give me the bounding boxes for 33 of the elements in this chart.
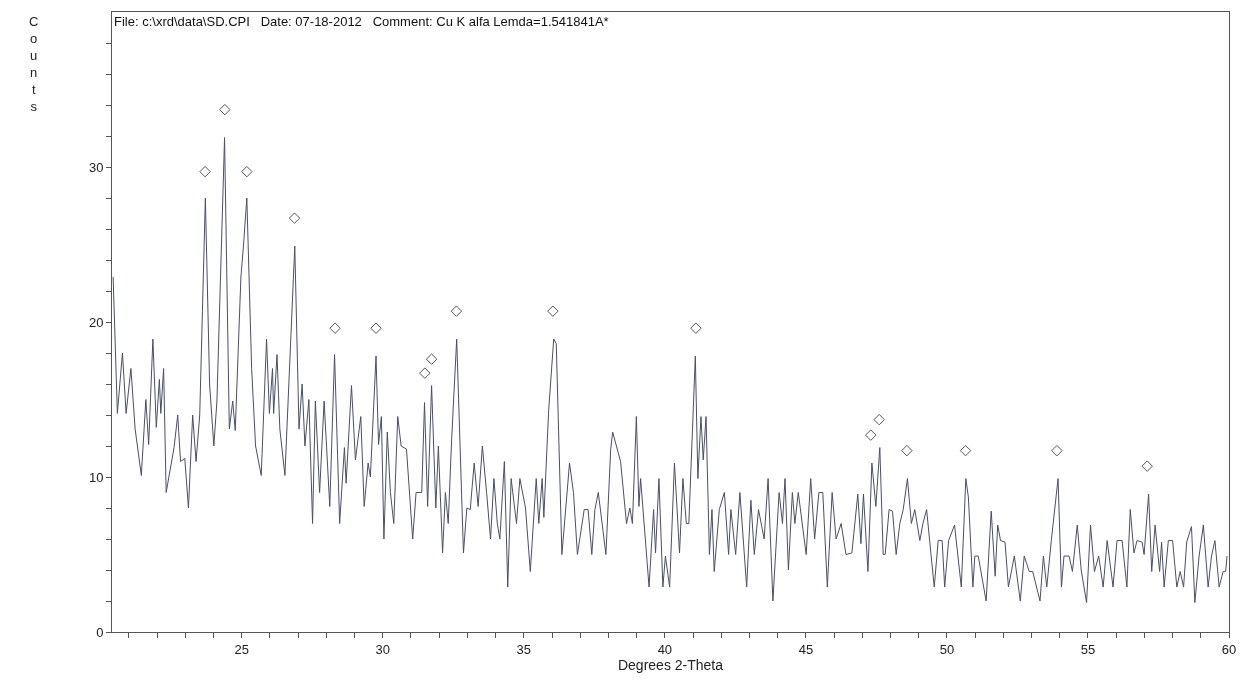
point	[288, 212, 301, 224]
y-tick-label: 30	[88, 159, 104, 175]
point	[241, 165, 253, 178]
point	[547, 305, 559, 317]
point	[901, 444, 913, 457]
point	[959, 444, 972, 457]
point	[690, 322, 702, 334]
point	[450, 305, 463, 317]
point	[219, 103, 231, 116]
x-tick-label: 60	[1221, 641, 1237, 657]
x-tick-label: 40	[657, 641, 673, 657]
point	[370, 322, 382, 334]
point	[1141, 460, 1153, 472]
x-tick-label: 35	[516, 641, 532, 657]
point	[199, 165, 211, 178]
y-tick-label: 20	[88, 314, 104, 330]
x-tick-label: 30	[375, 641, 391, 657]
line-series	[112, 137, 1228, 604]
point	[419, 367, 431, 379]
y-tick-label: 0	[96, 624, 104, 640]
point	[425, 353, 438, 365]
chart-title: File: c:\xrd\data\SD.CPI Date: 07-18-2012 Comment: Cu K alfa Lemda=1.541841A*	[114, 14, 609, 29]
x-tick-label: 55	[1080, 641, 1096, 657]
x-axis-title: Degrees 2-Theta	[617, 656, 724, 673]
point	[865, 429, 877, 441]
point	[329, 322, 341, 334]
y-tick-label: 10	[88, 469, 104, 485]
y-axis-title: Counts	[29, 14, 39, 114]
x-tick-label: 50	[939, 641, 955, 657]
x-tick-label: 45	[798, 641, 814, 657]
point	[1051, 444, 1063, 457]
point	[873, 413, 885, 426]
x-tick-label: 25	[234, 641, 249, 657]
